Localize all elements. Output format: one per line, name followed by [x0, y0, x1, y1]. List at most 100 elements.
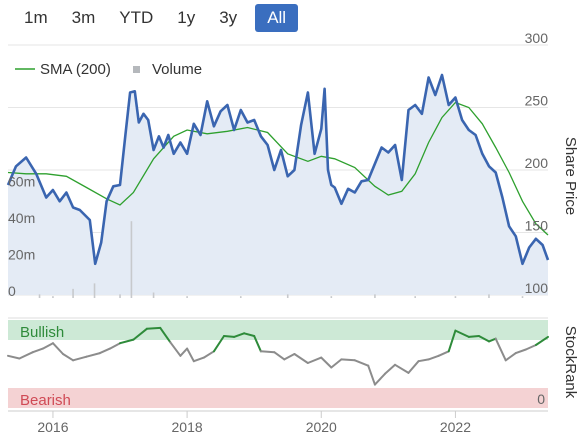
- stockrank-segment: [7, 354, 21, 360]
- stockrank-segment: [192, 356, 205, 363]
- bearish-label: Bearish: [20, 392, 71, 409]
- legend-sma-label: SMA (200): [40, 61, 111, 78]
- stockrank-segment: [169, 341, 182, 357]
- stockrank-segment: [383, 363, 397, 375]
- stockrank-axis-title: StockRank: [562, 326, 579, 399]
- stockrank-segment: [85, 352, 101, 358]
- volume-tick-label: 20m: [8, 246, 35, 262]
- stockrank-segment: [273, 351, 286, 361]
- stockrank-segment: [159, 326, 172, 344]
- volume-bar: [72, 288, 74, 298]
- volume-bar: [130, 221, 133, 298]
- range-button-all[interactable]: All: [255, 4, 299, 32]
- price-tick-label: 250: [525, 93, 549, 109]
- stockrank-segment: [145, 326, 162, 330]
- axis-labels: 100 150 200 250 300 Share Price 0 20m 40m 60m Bull…: [8, 30, 579, 435]
- range-button-1y[interactable]: 1y: [177, 8, 196, 27]
- stockrank-segment: [253, 335, 262, 353]
- x-tick-label: 2016: [37, 419, 68, 435]
- range-button-3m[interactable]: 3m: [71, 8, 96, 27]
- range-button-ytd[interactable]: YTD: [119, 8, 154, 27]
- volume-bars: [38, 221, 524, 298]
- stockrank-segment: [98, 347, 111, 355]
- volume-tick-label: 0: [8, 283, 16, 299]
- price-axis-title: Share Price: [562, 137, 579, 215]
- stockrank-segment: [367, 364, 376, 386]
- volume-bar: [286, 294, 289, 298]
- bullish-label: Bullish: [20, 324, 64, 341]
- stockrank-segment: [243, 332, 256, 337]
- volume-bar: [38, 294, 41, 298]
- bearish-band: [8, 388, 548, 408]
- volume-tick-label: 60m: [8, 173, 35, 189]
- stockrank-bands: [8, 317, 548, 408]
- price-tick-label: 300: [525, 30, 549, 46]
- legend-volume-marker: [133, 66, 140, 73]
- volume-bar: [374, 294, 376, 298]
- price-area: [8, 75, 548, 295]
- price-tick-label: 150: [525, 218, 549, 234]
- sma-200-line: [7, 101, 549, 236]
- volume-bar: [521, 296, 524, 298]
- stockrank-segment: [320, 356, 333, 369]
- volume-bar: [186, 296, 188, 298]
- stockrank-segment: [437, 350, 450, 357]
- stockrank-segment: [233, 332, 246, 338]
- share-price-line: [6, 73, 550, 266]
- stockrank-segment: [119, 338, 135, 345]
- stockrank-segment: [62, 353, 75, 362]
- volume-bar: [488, 294, 490, 298]
- stockrank-segment: [223, 335, 236, 338]
- stockrank-segment: [306, 356, 323, 364]
- stockrank-segment: [427, 354, 440, 361]
- x-tick-label: 2022: [440, 419, 471, 435]
- x-tick-label: 2018: [172, 419, 203, 435]
- price-tick-label: 100: [525, 280, 549, 296]
- volume-tick-label: 40m: [8, 210, 35, 226]
- stockrank-segment: [31, 347, 44, 354]
- volume-bar: [239, 296, 242, 298]
- stockrank-segment: [259, 350, 276, 354]
- stockrank-segment: [212, 335, 225, 353]
- volume-bar: [93, 283, 96, 298]
- stockrank-segment: [283, 353, 296, 361]
- stockrank-segment: [18, 351, 34, 360]
- volume-bar: [454, 296, 457, 298]
- price-area-fill: [8, 75, 548, 295]
- stockrank-segment: [202, 350, 215, 359]
- stockrank-segment: [41, 342, 54, 350]
- stockrank-segment: [514, 348, 527, 355]
- stockrank-segment: [534, 335, 549, 346]
- stockrank-segment: [487, 337, 497, 343]
- price-tick-label: 200: [525, 155, 549, 171]
- x-tick-label: 2020: [306, 419, 337, 435]
- stockrank-segment: [132, 327, 148, 341]
- stockrank-segment: [467, 335, 480, 338]
- stockrank-segment: [330, 358, 343, 369]
- volume-bar: [52, 296, 54, 298]
- volume-bar: [152, 292, 155, 298]
- series-lines: [6, 73, 550, 386]
- stockrank-segment: [394, 363, 410, 374]
- stockrank-segment: [524, 344, 537, 351]
- stockrank-segment: [186, 347, 195, 363]
- stockrank-segment: [407, 360, 420, 374]
- stockrank-segment: [454, 329, 470, 338]
- volume-bar: [330, 296, 333, 298]
- stockrank-segment: [494, 337, 507, 362]
- legend: SMA (200) Volume: [15, 61, 202, 78]
- stockrank-segment: [108, 342, 122, 350]
- legend-volume-label: Volume: [152, 61, 202, 78]
- stockrank-segment: [72, 355, 88, 362]
- stockrank-segment: [179, 347, 189, 357]
- range-button-3y[interactable]: 3y: [219, 8, 238, 27]
- volume-bar: [414, 296, 416, 298]
- range-button-1m[interactable]: 1m: [24, 8, 48, 27]
- stockrank-segment: [447, 329, 457, 353]
- stockrank-segment: [477, 335, 490, 343]
- volume-bar: [119, 294, 121, 298]
- stockrank-segment: [417, 358, 430, 363]
- stockrank-segment: [353, 359, 370, 367]
- stockrank-segment: [373, 372, 386, 386]
